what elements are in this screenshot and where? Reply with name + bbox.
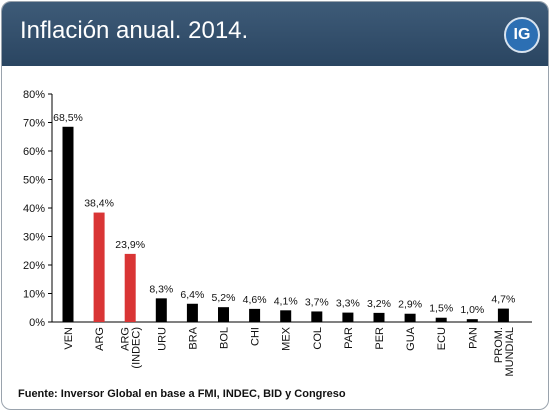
- y-tick-label: 70%: [23, 118, 45, 130]
- bar: [249, 308, 261, 322]
- x-tick-label: BRA: [187, 326, 199, 349]
- x-tick-label: PAN: [467, 327, 479, 349]
- x-tick-label: PER: [374, 327, 386, 350]
- bar-value-label: 1,5%: [429, 303, 453, 315]
- bar-value-label: 3,2%: [367, 298, 391, 310]
- bar-value-label: 4,6%: [243, 294, 267, 306]
- x-tick-label: ARG: [94, 327, 106, 351]
- bar-value-label: 68,5%: [53, 112, 83, 124]
- x-tick-label: BOL: [219, 327, 231, 349]
- bar: [186, 303, 198, 322]
- y-tick-label: 80%: [23, 89, 45, 101]
- y-tick-label: 50%: [23, 175, 45, 187]
- bar-value-label: 3,7%: [305, 296, 329, 308]
- brand-logo: IG: [504, 17, 540, 53]
- x-tick-label: URU: [156, 327, 168, 351]
- bar: [93, 212, 105, 322]
- y-tick-label: 20%: [23, 260, 45, 272]
- x-tick-label: PROM.MUNDIAL: [493, 327, 516, 377]
- bar-value-label: 5,2%: [212, 292, 236, 304]
- bar: [311, 311, 323, 322]
- bar: [435, 317, 447, 322]
- x-tick-label: ARG(INDEC): [120, 327, 143, 369]
- bar-value-label: 6,4%: [180, 289, 204, 301]
- x-tick-label: PAR: [343, 327, 355, 349]
- x-tick-label: COL: [312, 327, 324, 350]
- x-tick-label: MEX: [281, 326, 293, 351]
- bar: [62, 126, 74, 323]
- bar: [124, 253, 136, 322]
- header-bar: Inflación anual. 2014. IG: [2, 2, 548, 66]
- x-tick-label: CHI: [250, 327, 262, 346]
- y-tick-label: 10%: [23, 289, 45, 301]
- bar-value-label: 2,9%: [398, 299, 422, 311]
- bar-value-label: 23,9%: [115, 239, 145, 251]
- bar: [342, 312, 354, 322]
- bar: [155, 298, 167, 322]
- bar: [218, 307, 229, 322]
- bar: [404, 313, 416, 322]
- x-tick-label: ECU: [436, 327, 448, 350]
- bar: [497, 308, 509, 322]
- bar-value-label: 4,7%: [491, 294, 515, 306]
- bar-value-label: 8,3%: [149, 283, 173, 295]
- y-tick-label: 40%: [23, 203, 45, 215]
- y-tick-label: 0%: [29, 317, 45, 329]
- bar: [373, 312, 385, 322]
- bar-value-label: 1,0%: [460, 304, 484, 316]
- chart-title: Inflación anual. 2014.: [20, 17, 249, 44]
- source-note: Fuente: Inversor Global en base a FMI, I…: [18, 388, 346, 400]
- bar-value-label: 38,4%: [84, 198, 114, 210]
- bar: [466, 319, 478, 322]
- x-tick-label: VEN: [63, 327, 75, 350]
- bar-value-label: 3,3%: [336, 298, 360, 310]
- y-tick-label: 30%: [23, 232, 45, 244]
- bar-value-label: 4,1%: [274, 295, 298, 307]
- x-tick-label: GUA: [405, 326, 417, 351]
- bar: [280, 310, 292, 322]
- y-tick-label: 60%: [23, 146, 45, 158]
- bar-chart: 0% 10% 20% 30% 40% 50% 60% 70% 80% 68,5% VEN 38,4% A…: [23, 89, 532, 377]
